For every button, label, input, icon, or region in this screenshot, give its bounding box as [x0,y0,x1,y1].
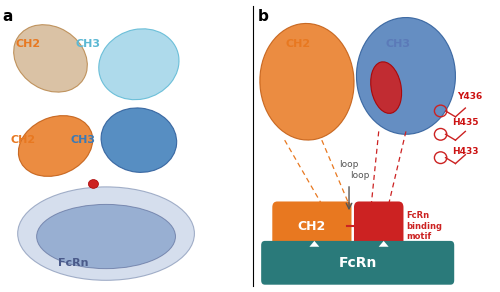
Text: CH3: CH3 [76,39,101,49]
Ellipse shape [88,180,99,188]
Text: FcRn
binding
motif: FcRn binding motif [406,211,442,241]
Polygon shape [310,241,320,247]
Ellipse shape [370,62,402,113]
Ellipse shape [260,23,354,140]
Polygon shape [372,245,381,260]
Text: loop: loop [339,161,358,169]
Ellipse shape [36,204,175,269]
FancyBboxPatch shape [272,201,351,251]
Text: b: b [258,9,268,24]
Ellipse shape [98,29,179,100]
Text: Y436: Y436 [458,92,483,101]
FancyBboxPatch shape [354,201,404,251]
Ellipse shape [18,187,194,280]
Text: CH2: CH2 [10,135,35,145]
FancyBboxPatch shape [261,241,454,285]
Text: CH2: CH2 [298,220,326,233]
Text: H433: H433 [452,147,479,156]
Text: H435: H435 [452,118,479,127]
Text: CH2: CH2 [15,39,40,49]
Text: CH3: CH3 [385,39,410,49]
Ellipse shape [101,108,176,172]
Text: a: a [2,9,13,24]
Ellipse shape [356,18,456,134]
Text: CH3: CH3 [70,135,96,145]
Text: FcRn: FcRn [58,258,88,268]
Ellipse shape [18,116,92,176]
Ellipse shape [14,25,88,92]
Polygon shape [378,241,388,247]
Polygon shape [302,245,312,260]
Text: CH2: CH2 [285,39,310,49]
Text: FcRn: FcRn [338,256,377,270]
Text: loop: loop [350,171,370,180]
